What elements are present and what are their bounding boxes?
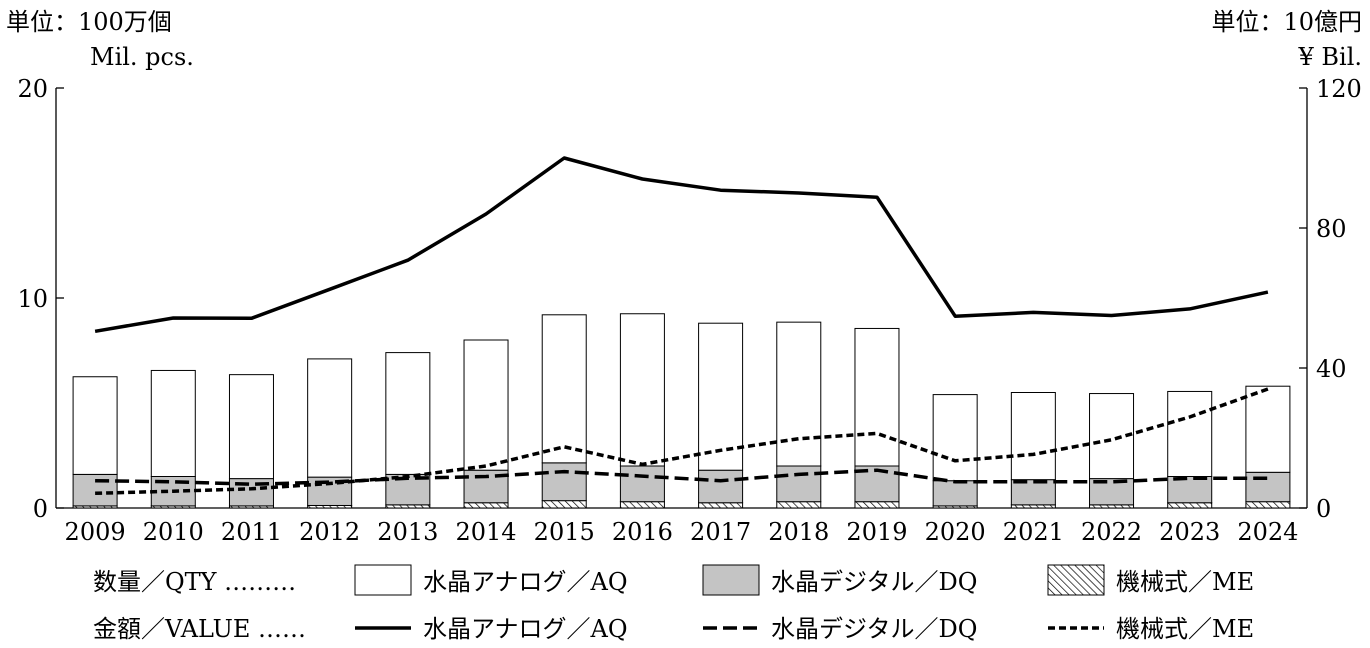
bar-aq-2015 xyxy=(541,314,587,464)
x-label-2022: 2022 xyxy=(1081,518,1142,546)
bar-me-2015 xyxy=(541,500,587,509)
bar-me-2019 xyxy=(854,501,900,509)
right-axis-ticks: 0 40 80 120 xyxy=(1299,75,1362,523)
unit-right-label: 単位：10億円 xyxy=(1211,8,1362,36)
bar-dq-2016 xyxy=(619,465,665,503)
legend-qty-me-label: 機械式／ME xyxy=(1116,568,1254,596)
legend-value-dq-label: 水晶デジタル／DQ xyxy=(771,615,977,643)
right-tick-label: 0 xyxy=(1316,495,1331,523)
bar-me-2014 xyxy=(463,502,509,509)
legend-me-swatch xyxy=(1047,564,1105,596)
legend-value-label: 金額／VALUE …… xyxy=(93,615,306,643)
line-me-value xyxy=(95,387,1269,496)
legend-value-me-label: 機械式／ME xyxy=(1116,615,1254,643)
x-label-2019: 2019 xyxy=(846,518,907,546)
right-tick-label: 40 xyxy=(1316,355,1347,383)
bar-dq-2020 xyxy=(932,480,978,507)
bar-dq-2021 xyxy=(1010,479,1056,506)
left-tick-label: 0 xyxy=(33,495,48,523)
bar-aq-2012 xyxy=(307,358,353,478)
bar-me-2023 xyxy=(1167,502,1213,509)
bar-aq-2009 xyxy=(72,376,118,475)
legend-qty-aq-label: 水晶アナログ／AQ xyxy=(423,568,628,596)
bar-aq-2023 xyxy=(1167,390,1213,478)
unit-right-en-label: ¥ Bil. xyxy=(1297,43,1362,71)
bar-dq-2018 xyxy=(776,465,822,503)
left-tick-label: 10 xyxy=(17,285,48,313)
x-label-2020: 2020 xyxy=(925,518,986,546)
bars xyxy=(72,313,1291,509)
bar-aq-2013 xyxy=(385,352,431,475)
legend-aq-swatch xyxy=(354,564,412,596)
unit-left-en-label: Mil. pcs. xyxy=(90,43,194,71)
x-label-2012: 2012 xyxy=(299,518,360,546)
bar-aq-2020 xyxy=(932,394,978,482)
value-lines xyxy=(94,156,1269,496)
bar-dq-2017 xyxy=(698,469,744,504)
x-label-2024: 2024 xyxy=(1237,518,1298,546)
legend-dq-swatch xyxy=(702,564,760,596)
legend-qty-label: 数量／QTY ……… xyxy=(93,568,296,596)
bar-dq-2009 xyxy=(72,473,118,507)
x-label-2011: 2011 xyxy=(221,518,282,546)
line-dq-value xyxy=(95,468,1268,486)
x-label-2014: 2014 xyxy=(455,518,516,546)
x-label-2018: 2018 xyxy=(768,518,829,546)
legend: 数量／QTY ……… 水晶アナログ／AQ 水晶デジタル／DQ 機械式／ME 金額… xyxy=(93,564,1254,643)
bar-me-2016 xyxy=(619,501,665,509)
bar-aq-2024 xyxy=(1245,385,1291,473)
right-tick-label: 120 xyxy=(1316,75,1362,103)
right-tick-label: 80 xyxy=(1316,215,1347,243)
bar-aq-2021 xyxy=(1010,392,1056,481)
unit-left-label: 単位：100万個 xyxy=(6,8,172,36)
x-label-2015: 2015 xyxy=(534,518,595,546)
bar-aq-2019 xyxy=(854,327,900,467)
x-label-2017: 2017 xyxy=(690,518,751,546)
left-tick-label: 20 xyxy=(17,75,48,103)
line-aq-value xyxy=(94,156,1269,334)
bar-aq-2014 xyxy=(463,339,509,471)
x-label-2010: 2010 xyxy=(143,518,204,546)
legend-value-aq-label: 水晶アナログ／AQ xyxy=(423,615,628,643)
bar-aq-2018 xyxy=(776,321,822,467)
x-label-2016: 2016 xyxy=(612,518,673,546)
bar-me-2017 xyxy=(698,502,744,509)
bar-me-2018 xyxy=(776,501,822,509)
legend-qty-dq-label: 水晶デジタル／DQ xyxy=(771,568,977,596)
x-axis-labels: 2009 2010 2011 2012 2013 2014 2015 2016 2017 2018… xyxy=(65,518,1299,546)
x-label-2013: 2013 xyxy=(377,518,438,546)
bar-aq-2010 xyxy=(150,369,196,478)
bar-aq-2016 xyxy=(619,313,665,467)
x-label-2023: 2023 xyxy=(1159,518,1220,546)
x-label-2021: 2021 xyxy=(1003,518,1064,546)
left-axis-ticks: 0 10 20 xyxy=(17,75,64,523)
bar-aq-2017 xyxy=(698,322,744,471)
x-label-2009: 2009 xyxy=(65,518,126,546)
bar-aq-2011 xyxy=(228,374,274,480)
bar-dq-2023 xyxy=(1167,476,1213,504)
bar-dq-2015 xyxy=(541,462,587,502)
bar-dq-2024 xyxy=(1245,471,1291,503)
bar-me-2024 xyxy=(1245,501,1291,509)
